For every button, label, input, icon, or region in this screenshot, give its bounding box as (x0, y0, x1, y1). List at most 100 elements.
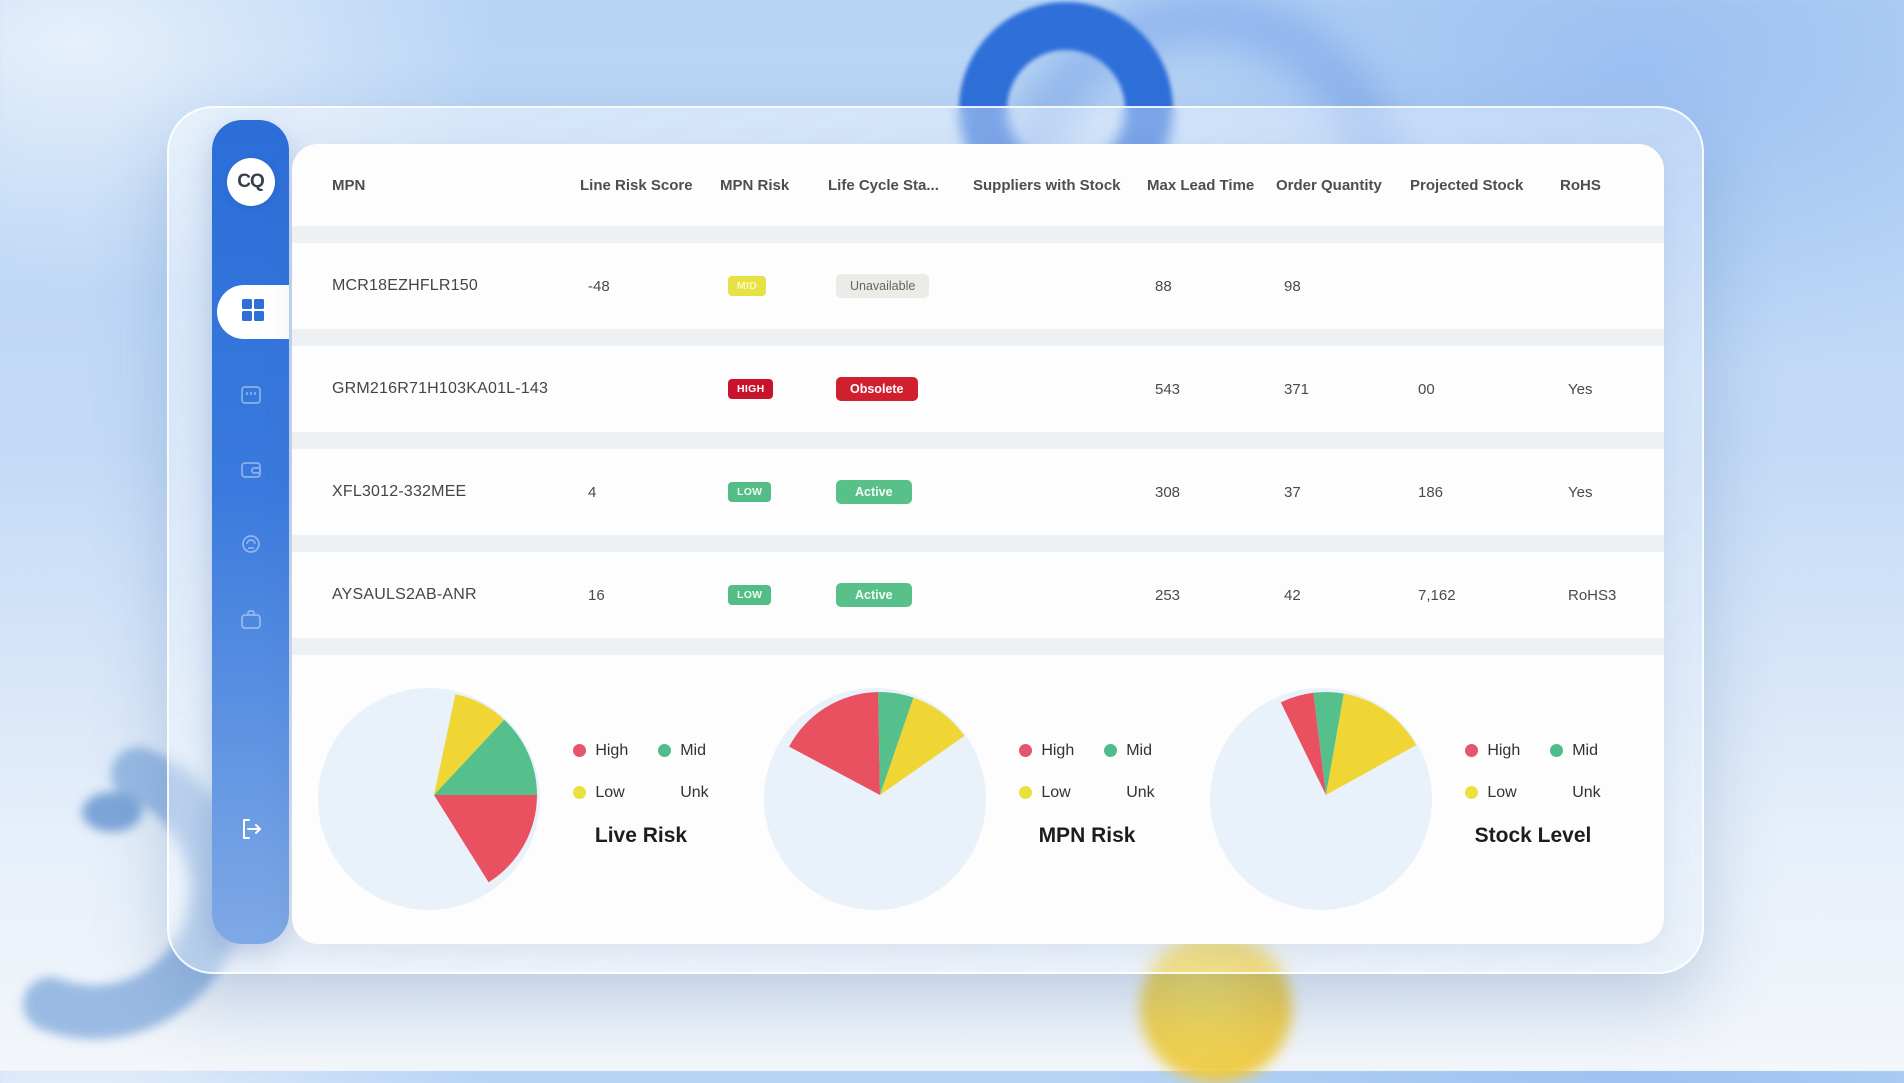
cell-mpn: AYSAULS2AB-ANR (332, 586, 477, 603)
low-dot-icon (573, 786, 587, 799)
live-risk-pie-chart (316, 677, 552, 913)
legend-item-unk: Unk (658, 784, 708, 802)
cell-order-quantity: 371 (1284, 380, 1310, 398)
cell-line-risk-score: 4 (588, 483, 597, 501)
table-row[interactable]: MCR18EZHFLR150 -48 MID Unavailable 88 98 (292, 243, 1664, 329)
legend-item-high: High (573, 742, 628, 760)
cell-order-quantity: 37 (1284, 483, 1301, 501)
col-header-mpn-risk: MPN Risk (720, 176, 790, 194)
chart-side: High Mid Low Unk MPN Risk (1002, 742, 1172, 848)
cell-order-quantity: 42 (1284, 586, 1301, 604)
chart-side: High Mid Low Unk Stock Level (1448, 742, 1618, 848)
cell-projected-stock: 186 (1418, 483, 1444, 501)
chart-title: MPN Risk (1038, 823, 1136, 847)
life-cycle-badge: Obsolete (836, 377, 918, 401)
high-dot-icon (573, 744, 587, 757)
col-header-life-cycle-state: Life Cycle Sta... (828, 176, 939, 194)
cell-life-cycle: Obsolete (828, 377, 973, 401)
app-window: CQ (167, 106, 1704, 974)
life-cycle-badge: Unavailable (836, 274, 930, 298)
col-header-rohs: RoHS (1560, 176, 1601, 194)
chart-title: Stock Level (1474, 823, 1592, 847)
cell-max-lead-time: 308 (1147, 484, 1276, 501)
unk-dot-icon (658, 786, 671, 799)
legend-label: High (1487, 741, 1521, 759)
cell-rohs: RoHS3 (1568, 586, 1617, 604)
logout-icon (237, 819, 265, 847)
high-dot-icon (1465, 744, 1479, 757)
mpn-risk-pie-chart (762, 677, 998, 913)
legend-item-mid: Mid (1550, 742, 1600, 760)
table-row[interactable]: GRM216R71H103KA01L-143 HIGH Obsolete 543… (292, 346, 1664, 432)
low-dot-icon (1019, 786, 1033, 799)
logout-button[interactable] (237, 815, 265, 848)
sidebar-menu (239, 383, 263, 637)
sidebar-item-inbox[interactable] (239, 608, 263, 637)
sidebar-item-dashboard[interactable] (217, 285, 289, 339)
legend-label: Unk (1126, 783, 1155, 801)
col-header-max-lead-time: Max Lead Time (1147, 176, 1255, 194)
mpn-risk-badge: MID (728, 276, 767, 296)
legend-item-high: High (1019, 742, 1074, 760)
mid-dot-icon (658, 744, 672, 757)
sidebar-item-card[interactable] (239, 383, 263, 412)
col-header-order-quantity: Order Quantity (1276, 176, 1382, 194)
mid-dot-icon (1550, 744, 1564, 757)
col-header-projected-stock: Projected Stock (1410, 176, 1524, 194)
cell-mpn: GRM216R71H103KA01L-143 (332, 380, 549, 397)
chart-mpn-risk: High Mid Low Unk MPN Risk (762, 677, 1172, 913)
legend-item-low: Low (573, 784, 628, 802)
cell-line-risk-score: 16 (588, 586, 605, 604)
cell-life-cycle: Active (828, 480, 973, 504)
table-header-row: MPN Line Risk Score MPN Risk Life Cycle … (292, 144, 1664, 226)
app-logo-text: CQ (237, 171, 264, 192)
app-logo: CQ (226, 158, 275, 206)
cell-projected-stock: 00 (1418, 380, 1435, 398)
cell-projected-stock: 7,162 (1418, 586, 1456, 604)
legend-item-low: Low (1019, 784, 1074, 802)
headset-icon (239, 535, 263, 561)
chart-legend: High Mid Low Unk (1019, 742, 1155, 802)
cell-mpn-risk: LOW (720, 482, 828, 502)
legend-item-mid: Mid (658, 742, 708, 760)
cell-max-lead-time: 253 (1147, 587, 1276, 604)
legend-label: Mid (1572, 741, 1598, 759)
chart-side: High Mid Low Unk Live Risk (556, 742, 726, 848)
legend-label: Unk (1572, 783, 1601, 801)
legend-label: Unk (680, 783, 709, 801)
legend-label: High (1041, 741, 1075, 759)
sidebar-item-support[interactable] (239, 533, 263, 562)
cell-mpn: MCR18EZHFLR150 (332, 277, 478, 294)
legend-label: High (595, 741, 629, 759)
chart-title: Live Risk (594, 823, 688, 847)
chart-live-risk: High Mid Low Unk Live Risk (316, 677, 726, 913)
table-row[interactable]: XFL3012-332MEE 4 LOW Active 308 37 186 Y… (292, 449, 1664, 535)
grid-icon (242, 298, 264, 326)
legend-label: Low (1487, 783, 1517, 801)
cell-mpn-risk: MID (720, 276, 828, 296)
legend-item-mid: Mid (1104, 742, 1154, 760)
legend-item-low: Low (1465, 784, 1520, 802)
col-header-mpn: MPN (332, 176, 366, 194)
mpn-risk-badge: LOW (728, 482, 772, 502)
unk-dot-icon (1104, 786, 1117, 799)
cell-rohs: Yes (1568, 483, 1593, 501)
mpn-risk-badge: HIGH (728, 379, 774, 399)
life-cycle-badge: Active (836, 583, 912, 607)
table-row[interactable]: AYSAULS2AB-ANR 16 LOW Active 253 42 7,16… (292, 552, 1664, 638)
charts-section: High Mid Low Unk Live Risk High Mid (292, 655, 1664, 944)
sidebar-item-wallet[interactable] (239, 458, 263, 487)
briefcase-icon (239, 610, 263, 636)
legend-item-high: High (1465, 742, 1520, 760)
cell-life-cycle: Active (828, 583, 973, 607)
col-header-suppliers-with-stock: Suppliers with Stock (973, 176, 1121, 194)
cell-mpn-risk: LOW (720, 585, 828, 605)
cell-mpn-risk: HIGH (720, 379, 828, 399)
wallet-icon (239, 462, 263, 486)
cell-order-quantity: 98 (1284, 277, 1301, 295)
legend-item-unk: Unk (1104, 784, 1154, 802)
legend-label: Mid (680, 741, 706, 759)
cell-max-lead-time: 543 (1147, 381, 1276, 398)
cell-rohs: Yes (1568, 380, 1593, 398)
stock-level-pie-chart (1208, 677, 1444, 913)
